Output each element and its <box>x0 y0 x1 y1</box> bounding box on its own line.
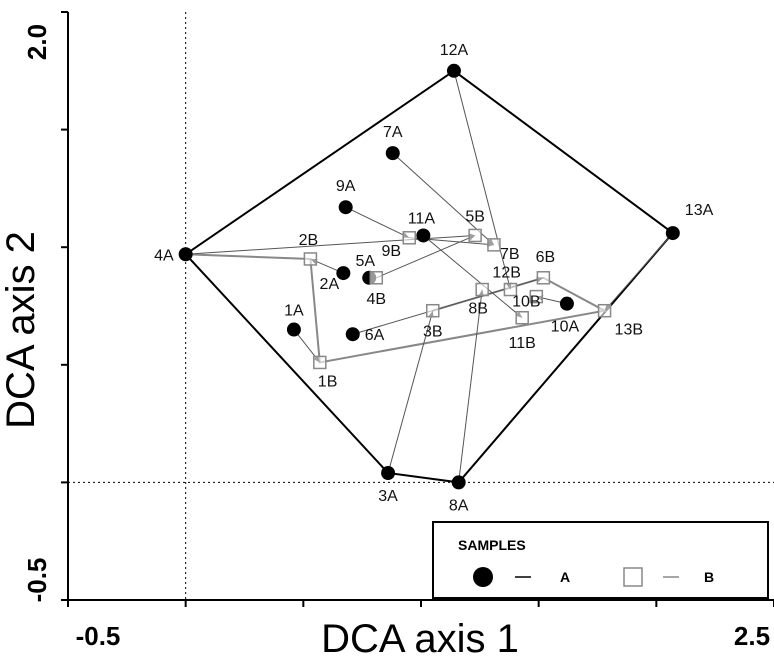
point-10A <box>559 296 574 311</box>
point-4A <box>178 247 193 262</box>
point-4B <box>369 271 384 285</box>
point-label-10A: 10A <box>551 319 580 336</box>
legend: SAMPLES A B <box>432 521 769 599</box>
point-label-3B: 3B <box>423 324 443 341</box>
point-label-1A: 1A <box>284 303 304 320</box>
point-label-7A: 7A <box>383 124 403 141</box>
point-label-4A: 4A <box>154 247 174 264</box>
x-axis-title: DCA axis 1 <box>321 617 519 658</box>
point-label-6B: 6B <box>536 249 556 266</box>
point-label-2A: 2A <box>320 276 340 293</box>
tick-labels: -0.5 2.5 -0.5 2.0 <box>22 24 770 651</box>
point-2B <box>303 252 318 266</box>
y-tick-label-max: 2.0 <box>22 24 52 60</box>
point-13A <box>665 226 680 241</box>
x-tick-label-min: -0.5 <box>76 621 121 651</box>
point-6A <box>345 327 360 342</box>
point-8B <box>475 282 489 297</box>
series-b-path <box>185 253 608 364</box>
y-axis-title: DCA axis 2 <box>0 231 43 429</box>
point-label-9B: 9B <box>381 243 401 260</box>
convex-hull <box>184 69 675 484</box>
point-label-9A: 9A <box>336 178 356 195</box>
point-label-13A: 13A <box>685 202 714 219</box>
point-11B <box>515 311 529 325</box>
point-label-11A: 11A <box>408 210 436 227</box>
point-12A <box>446 63 461 78</box>
point-1A <box>286 322 301 337</box>
point-label-11B: 11B <box>509 335 536 352</box>
series-b-outline <box>185 253 608 364</box>
vector-8A-8B <box>458 289 483 483</box>
legend-box <box>432 521 769 599</box>
point-label-5A: 5A <box>355 253 375 270</box>
vector-3A-3B <box>387 310 434 474</box>
point-label-13B: 13B <box>615 322 643 339</box>
point-label-8B: 8B <box>468 301 488 318</box>
point-label-12B: 12B <box>492 265 520 282</box>
point-label-8A: 8A <box>449 497 469 514</box>
y-tick-label-min: -0.5 <box>22 558 52 603</box>
vector-4A-5B <box>185 234 476 255</box>
axes <box>61 11 774 607</box>
point-label-7B: 7B <box>500 246 520 263</box>
point-label-5B: 5B <box>465 208 485 225</box>
point-2A <box>336 266 351 281</box>
point-9A <box>338 200 353 215</box>
series-a-hull-polygon <box>184 69 675 484</box>
point-9B <box>402 231 416 245</box>
vector-13A-13B <box>604 232 674 312</box>
point-label-3A: 3A <box>378 488 398 505</box>
point-label-2B: 2B <box>299 232 319 249</box>
x-tick-label-max: 2.5 <box>734 621 770 651</box>
point-10B <box>529 289 544 304</box>
vector-12A-12B <box>453 70 511 290</box>
point-1B <box>313 355 327 370</box>
legend-marker-a <box>473 567 493 587</box>
reference-lines <box>68 12 774 600</box>
data-points <box>178 63 680 490</box>
point-7A <box>385 146 400 161</box>
point-11A <box>416 228 431 243</box>
point-3A <box>381 465 396 480</box>
point-12B <box>503 282 518 297</box>
point-7B <box>487 238 501 252</box>
vector-4B-5B <box>376 234 476 279</box>
legend-title: SAMPLES <box>458 537 526 553</box>
point-6B <box>536 271 551 285</box>
point-5B <box>468 228 482 243</box>
legend-marker-b <box>623 567 643 587</box>
axis-titles: DCA axis 1 DCA axis 2 <box>0 231 519 658</box>
point-label-12A: 12A <box>440 42 469 59</box>
point-labels: 1A 2A 3A 4A 5A 6A 7A 8A 9A 10A 11A 12A 13A 1B 2B 3B 4B 5B… <box>154 42 714 515</box>
point-8A <box>451 475 466 490</box>
point-label-10B: 10B <box>512 294 540 311</box>
legend-label-b: B <box>704 569 714 585</box>
point-label-4B: 4B <box>366 291 386 308</box>
vector-11A-11B <box>423 235 523 319</box>
vector-9A-9B <box>345 206 410 239</box>
legend-label-a: A <box>560 569 570 585</box>
point-label-6A: 6A <box>365 327 385 344</box>
point-13B <box>597 303 612 318</box>
point-3B <box>426 303 440 318</box>
point-label-1B: 1B <box>318 373 338 390</box>
sample-vectors <box>185 70 674 483</box>
